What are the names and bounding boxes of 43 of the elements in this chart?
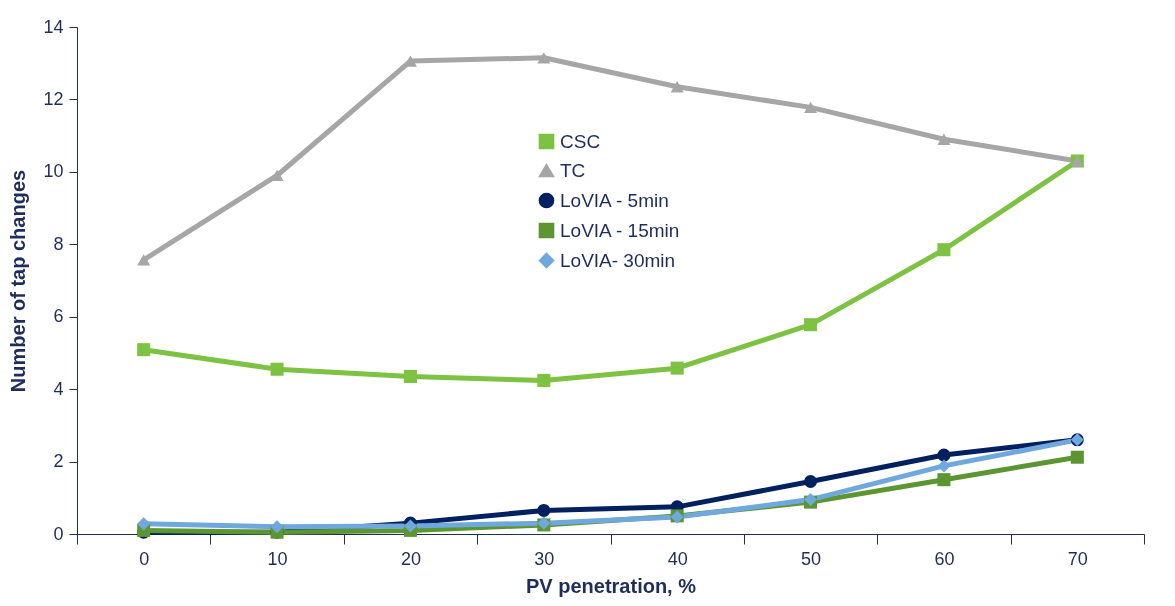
x-tick-label: 50: [801, 548, 822, 569]
legend-label: TC: [560, 159, 586, 181]
legend-label: LoVIA - 5min: [560, 189, 669, 211]
point: [137, 517, 151, 531]
y-tick-label: 14: [43, 16, 64, 37]
point: [1070, 450, 1084, 464]
y-tick-label: 8: [53, 233, 64, 254]
legend-label: LoVIA- 30min: [560, 249, 676, 271]
legend-label: LoVIA - 15min: [560, 219, 680, 241]
x-tick-label: 30: [534, 548, 555, 569]
legend-label: CSC: [560, 130, 601, 152]
point: [537, 52, 551, 64]
point: [804, 318, 818, 332]
point: [937, 133, 951, 145]
point: [937, 459, 951, 473]
point: [804, 474, 818, 488]
point: [937, 448, 951, 462]
point: [937, 243, 951, 257]
point: [670, 81, 684, 93]
x-tick-label: 20: [400, 548, 421, 569]
y-axis-title: Number of tap changes: [7, 169, 30, 393]
x-axis-title: PV penetration, %: [525, 574, 697, 597]
point: [270, 520, 284, 534]
y-tick-label: 10: [43, 161, 64, 182]
x-tick-label: 70: [1067, 548, 1088, 569]
point: [937, 473, 951, 487]
point: [403, 369, 417, 383]
x-tick-label: 60: [934, 548, 955, 569]
y-tick-label: 12: [43, 88, 64, 109]
point: [270, 362, 284, 376]
y-tick-label: 2: [53, 451, 64, 472]
point: [537, 503, 551, 517]
point: [804, 101, 818, 114]
x-tick-label: 10: [267, 548, 288, 569]
x-tick-label: 0: [139, 548, 150, 569]
point: [537, 373, 551, 387]
point: [137, 343, 151, 357]
point: [137, 254, 151, 266]
point: [670, 361, 684, 375]
y-tick-label: 6: [53, 306, 64, 327]
y-tick-label: 0: [53, 523, 64, 544]
x-tick-label: 40: [667, 548, 688, 569]
y-tick-label: 4: [53, 378, 64, 399]
